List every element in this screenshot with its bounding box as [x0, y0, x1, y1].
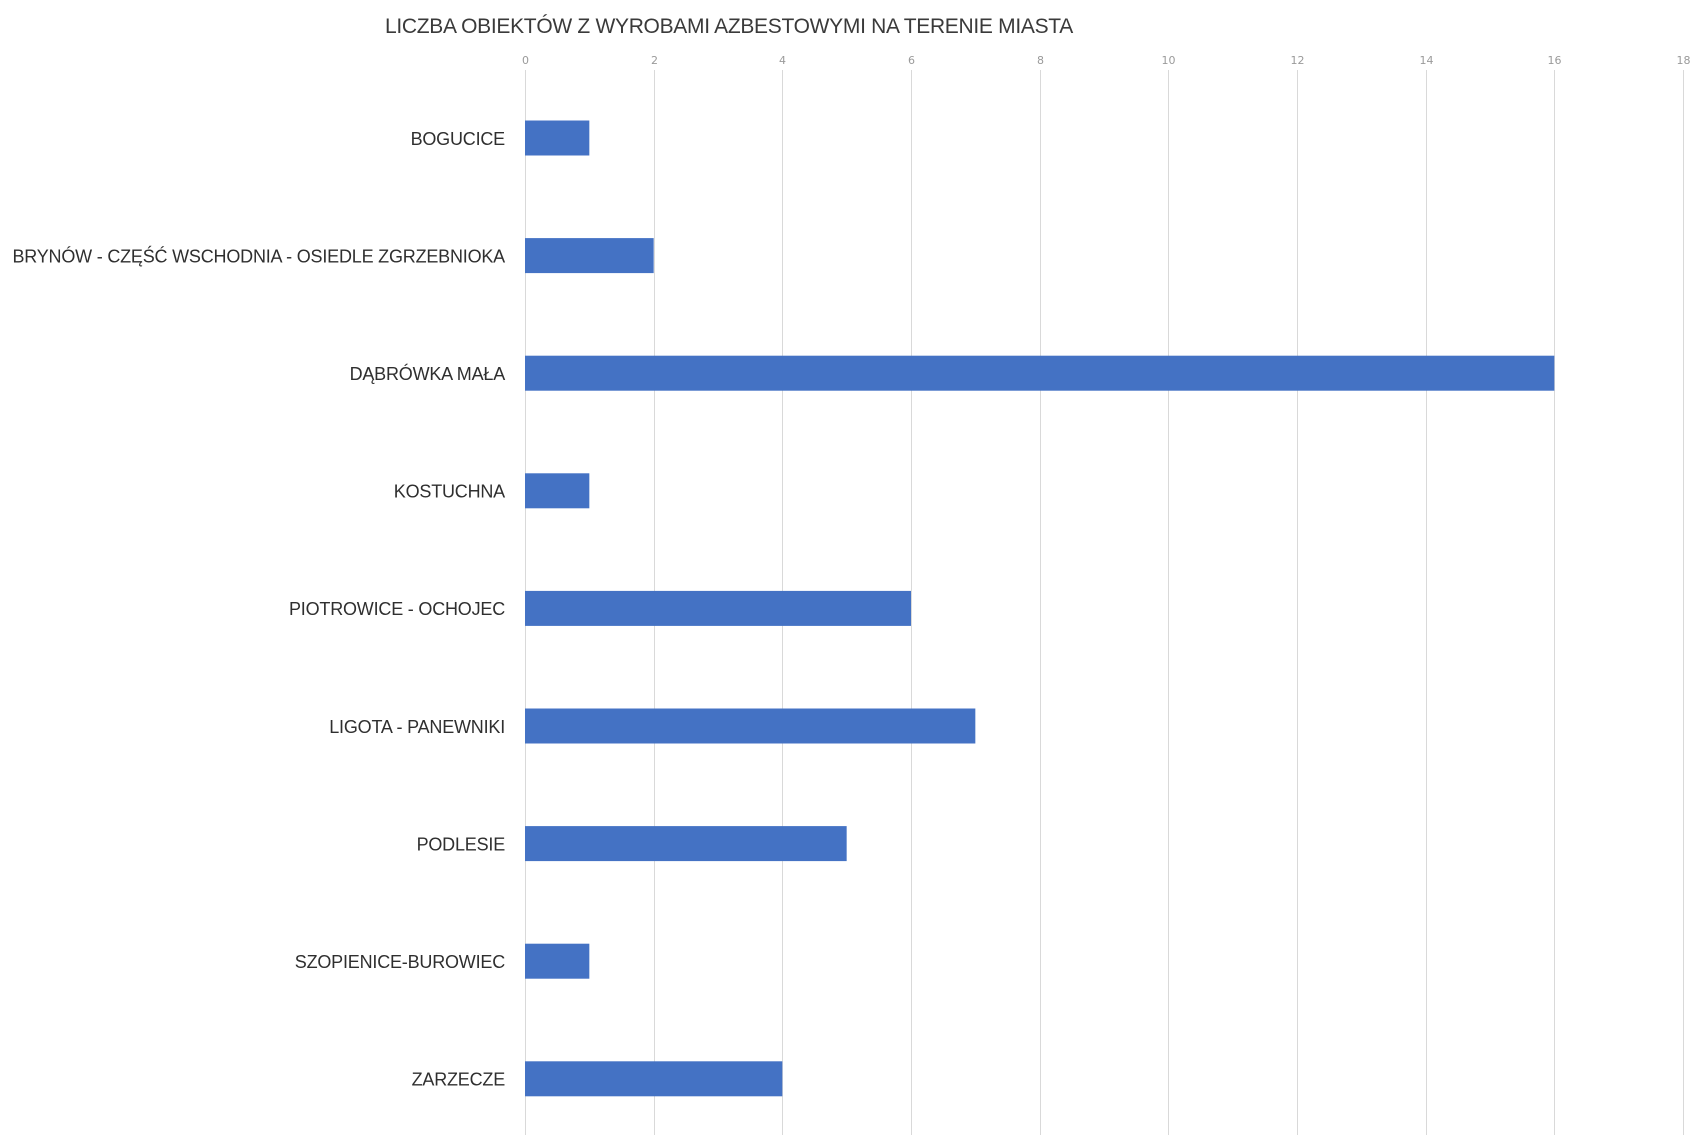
x-tick-label: 16 [1548, 54, 1562, 67]
x-tick-label: 18 [1677, 54, 1691, 67]
bar [525, 590, 911, 626]
category-label: PODLESIE [417, 834, 506, 854]
x-tick-label: 8 [1037, 54, 1044, 67]
chart-title: LICZBA OBIEKTÓW Z WYROBAMI AZBESTOWYMI N… [385, 15, 1073, 38]
x-tick-label: 10 [1162, 54, 1176, 67]
category-label: ZARZECZE [412, 1070, 506, 1090]
bar [525, 943, 590, 979]
bars [525, 120, 1555, 1097]
bar [525, 473, 590, 509]
gridlines [525, 70, 1684, 1135]
x-tick-label: 0 [522, 54, 529, 67]
category-label: BRYNÓW - CZĘŚĆ WSCHODNIA - OSIEDLE ZGRZE… [12, 245, 505, 266]
bar [525, 826, 847, 862]
category-label: SZOPIENICE-BUROWIEC [295, 952, 505, 972]
bar [525, 355, 1555, 391]
x-tick-label: 4 [779, 54, 786, 67]
bar [525, 120, 590, 156]
x-tick-label: 14 [1420, 54, 1434, 67]
category-labels: BOGUCICE BRYNÓW - CZĘŚĆ WSCHODNIA - OSIED… [12, 129, 505, 1090]
bar [525, 1061, 783, 1097]
category-label: KOSTUCHNA [394, 482, 505, 502]
x-axis-ticks: 0 2 4 6 8 10 12 14 16 18 [522, 54, 1691, 67]
x-tick-label: 6 [908, 54, 915, 67]
x-tick-label: 2 [651, 54, 658, 67]
category-label: DĄBRÓWKA MAŁA [350, 363, 506, 384]
category-label: BOGUCICE [411, 129, 506, 149]
x-tick-label: 12 [1291, 54, 1305, 67]
category-label: LIGOTA - PANEWNIKI [329, 717, 505, 737]
category-label: PIOTROWICE - OCHOJEC [289, 599, 505, 619]
bar [525, 238, 654, 274]
bar [525, 708, 976, 744]
